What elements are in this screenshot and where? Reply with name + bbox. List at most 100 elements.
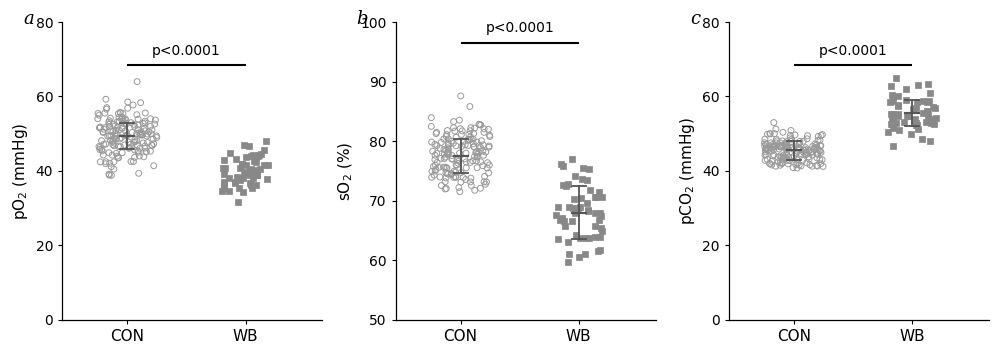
Point (884, 115, 900, 120)
Point (133, 129, 149, 135)
Point (440, 146, 456, 152)
Point (90, 111, 106, 116)
Point (479, 179, 495, 185)
Point (427, 152, 443, 158)
Point (259, 176, 275, 182)
Point (106, 159, 122, 165)
Point (445, 141, 461, 146)
Point (772, 140, 788, 146)
Point (480, 126, 496, 132)
Point (567, 210, 583, 215)
Point (436, 155, 452, 161)
Point (479, 165, 495, 171)
Point (97, 125, 113, 130)
Point (763, 148, 779, 154)
Point (245, 152, 261, 158)
Point (109, 153, 125, 159)
Point (587, 211, 603, 216)
Point (813, 132, 829, 138)
Point (782, 135, 798, 141)
Point (138, 149, 154, 155)
Point (773, 154, 789, 160)
Point (482, 133, 498, 139)
Point (104, 152, 120, 158)
Point (460, 137, 476, 142)
Point (127, 124, 143, 129)
Point (592, 247, 608, 253)
Point (437, 154, 453, 160)
Point (149, 135, 165, 140)
Point (806, 146, 822, 152)
Point (147, 121, 163, 127)
Point (110, 144, 126, 149)
Point (888, 120, 904, 125)
Point (118, 118, 134, 123)
Point (143, 124, 159, 129)
Point (95, 129, 111, 135)
Point (446, 119, 462, 124)
Point (476, 179, 492, 185)
Point (132, 131, 148, 136)
Point (439, 151, 455, 157)
Point (454, 128, 470, 134)
Point (809, 163, 825, 169)
Point (452, 189, 468, 195)
Point (457, 142, 473, 148)
Point (129, 79, 145, 84)
Point (106, 166, 122, 172)
Point (758, 141, 774, 147)
Point (799, 133, 815, 138)
Point (423, 115, 439, 120)
Point (245, 175, 261, 181)
Point (778, 152, 794, 157)
Point (91, 112, 107, 118)
Point (809, 142, 825, 148)
Point (548, 212, 564, 218)
Point (765, 144, 781, 150)
Point (439, 170, 455, 176)
Text: p<0.0001: p<0.0001 (152, 44, 221, 58)
Point (114, 116, 130, 122)
Point (898, 86, 914, 91)
Point (101, 119, 117, 125)
Point (770, 159, 786, 165)
Point (915, 110, 931, 116)
Point (810, 151, 826, 157)
Point (919, 108, 935, 114)
Point (759, 157, 775, 162)
Point (762, 160, 778, 166)
Point (90, 116, 106, 121)
Point (439, 165, 455, 171)
Point (139, 131, 155, 137)
Point (111, 119, 127, 124)
Point (758, 145, 774, 151)
Point (109, 132, 125, 137)
Point (135, 140, 151, 146)
Point (783, 128, 799, 133)
Point (463, 125, 479, 131)
Point (145, 136, 161, 142)
Point (765, 142, 781, 147)
Text: c: c (690, 10, 700, 28)
Point (131, 170, 147, 176)
Point (124, 130, 140, 135)
Point (587, 195, 603, 200)
Point (136, 126, 152, 131)
Point (214, 189, 230, 194)
Point (465, 141, 481, 147)
Point (139, 140, 155, 146)
Point (256, 147, 272, 153)
Point (458, 150, 474, 156)
Point (810, 137, 826, 143)
Point (246, 158, 262, 164)
Point (923, 120, 939, 126)
Point (765, 143, 781, 149)
Point (787, 132, 803, 138)
Point (798, 152, 814, 158)
Point (778, 147, 794, 152)
Point (885, 143, 901, 149)
Point (92, 145, 108, 151)
Point (812, 157, 828, 163)
Point (91, 144, 107, 149)
Point (120, 105, 136, 111)
